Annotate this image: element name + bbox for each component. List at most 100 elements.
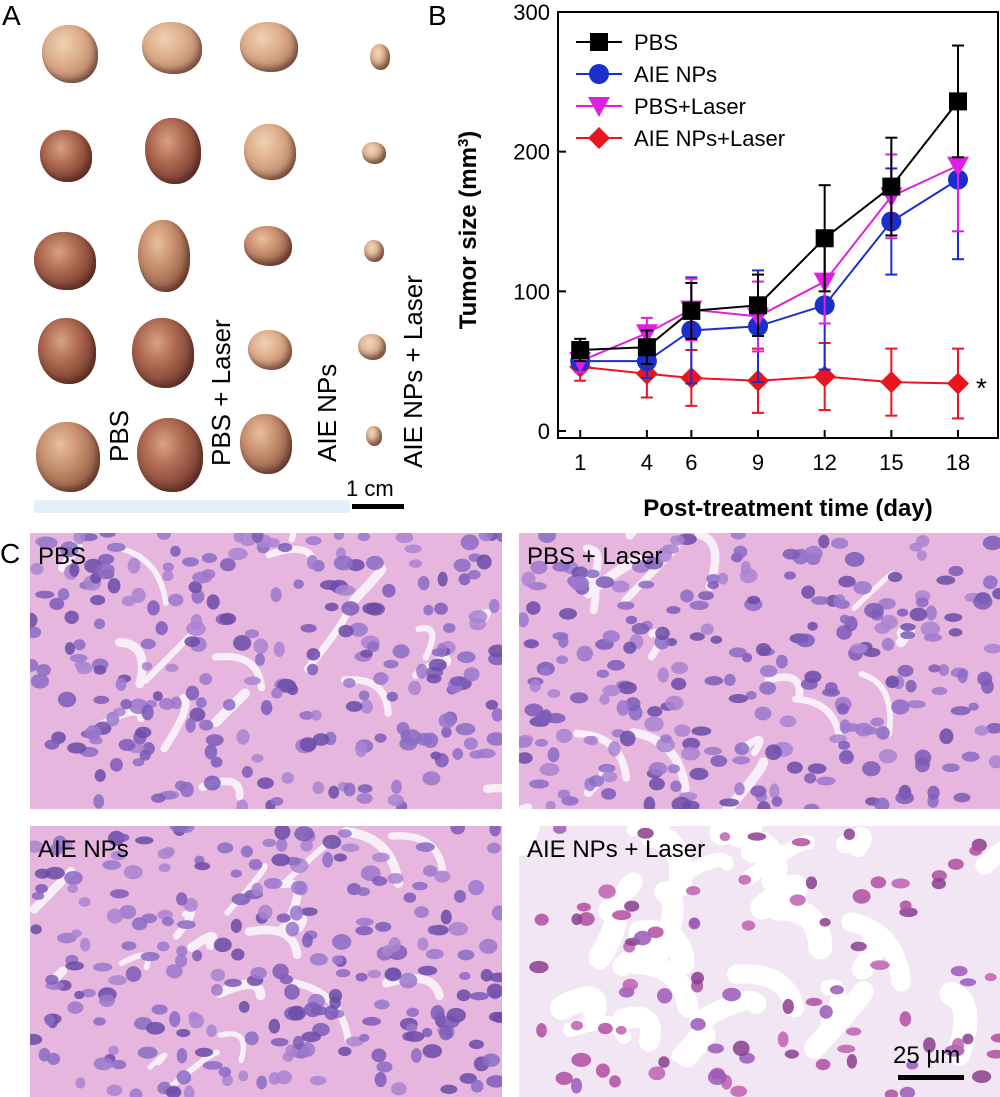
cell-nucleus [732, 756, 751, 765]
tumor-image [142, 22, 202, 74]
cell-nucleus [271, 853, 291, 867]
cell-nucleus [819, 917, 831, 927]
cell-nucleus [359, 1033, 370, 1042]
histology-label: AIE NPs + Laser [527, 836, 706, 863]
cell-nucleus [219, 558, 236, 572]
tumor-image [138, 220, 190, 292]
cell-nucleus [362, 1016, 381, 1026]
cell-nucleus [140, 951, 160, 962]
cell-nucleus [734, 782, 745, 796]
cell-nucleus [412, 881, 428, 891]
cell-nucleus [168, 593, 184, 607]
series-line-pbs-laser [579, 164, 959, 363]
cell-nucleus [595, 576, 615, 589]
cell-nucleus [251, 882, 264, 897]
cell-nucleus [338, 624, 354, 638]
cell-nucleus [469, 617, 487, 631]
cell-nucleus [852, 889, 871, 904]
cell-nucleus [121, 941, 137, 951]
cell-nucleus [815, 1058, 831, 1071]
cell-nucleus [322, 852, 334, 868]
cell-nucleus [988, 755, 1000, 769]
cell-nucleus [65, 961, 84, 971]
cell-nucleus [469, 991, 489, 1001]
x-tick-label: 18 [946, 450, 970, 475]
x-tick-label: 9 [752, 450, 764, 475]
histology-image-aie: AIE NPs [30, 826, 502, 1097]
tissue-gap [764, 673, 804, 703]
cell-nucleus [169, 1011, 181, 1028]
cell-nucleus [30, 1033, 43, 1046]
cell-nucleus [309, 1075, 327, 1086]
cell-nucleus [335, 968, 351, 978]
cell-nucleus [747, 832, 767, 841]
cell-nucleus [37, 536, 58, 549]
cell-nucleus [121, 595, 136, 607]
cell-nucleus [277, 542, 293, 553]
cell-nucleus [238, 1001, 250, 1013]
cell-nucleus [460, 534, 479, 551]
legend-label: AIE NPs [634, 62, 717, 87]
cell-nucleus [213, 937, 232, 953]
cell-nucleus [658, 1056, 670, 1068]
cell-nucleus [615, 1025, 627, 1035]
cell-nucleus [745, 690, 757, 700]
tissue-gap [851, 934, 887, 980]
cell-nucleus [942, 763, 960, 773]
cell-nucleus [534, 913, 549, 926]
cell-nucleus [453, 558, 471, 573]
cell-nucleus [71, 929, 82, 938]
cell-nucleus [839, 719, 851, 734]
cell-nucleus [408, 680, 422, 696]
cell-nucleus [648, 1066, 666, 1081]
cell-nucleus [838, 575, 856, 588]
cell-nucleus [289, 905, 304, 921]
cell-nucleus [909, 607, 928, 622]
cell-nucleus [204, 744, 218, 760]
tissue-gap [288, 533, 297, 543]
cell-nucleus [357, 533, 371, 542]
cell-nucleus [759, 665, 778, 678]
cell-nucleus [299, 737, 317, 752]
cell-nucleus [434, 870, 451, 883]
cell-nucleus [577, 912, 595, 926]
cell-nucleus [123, 865, 143, 880]
cell-nucleus [251, 533, 264, 543]
cell-nucleus [456, 989, 471, 1002]
cell-nucleus [771, 796, 783, 807]
cell-nucleus [602, 630, 620, 643]
tissue-gap [244, 925, 302, 960]
cell-nucleus [169, 826, 190, 833]
cell-nucleus [839, 614, 851, 624]
cell-nucleus [382, 583, 396, 598]
cell-nucleus [830, 985, 844, 995]
cell-nucleus [151, 793, 166, 803]
cell-nucleus [730, 533, 746, 540]
x-tick-label: 4 [641, 450, 653, 475]
panel-letter-c: C [0, 538, 21, 569]
cell-nucleus [73, 533, 86, 545]
cell-nucleus [175, 954, 188, 968]
cell-nucleus [951, 1037, 965, 1053]
cell-nucleus [428, 658, 447, 672]
cell-nucleus [457, 949, 475, 961]
cell-nucleus [982, 535, 1000, 551]
scale-bar [352, 504, 404, 509]
cell-nucleus [491, 905, 502, 921]
cell-nucleus [248, 858, 263, 871]
cell-nucleus [689, 917, 700, 929]
cell-nucleus [671, 661, 689, 674]
cell-nucleus [957, 668, 968, 684]
cell-nucleus [93, 1017, 106, 1026]
cell-nucleus [341, 843, 360, 852]
cell-nucleus [89, 736, 103, 745]
cell-nucleus [974, 725, 989, 736]
cell-nucleus [170, 545, 181, 557]
cell-nucleus [598, 763, 616, 773]
cell-nucleus [404, 544, 422, 554]
cell-nucleus [268, 1072, 281, 1085]
cell-nucleus [157, 848, 174, 860]
cell-nucleus [395, 533, 414, 544]
panel-a-tumor-photo: PBS PBS + Laser AIE NPs AIE NPs + Laser … [0, 0, 428, 525]
cell-nucleus [414, 906, 429, 918]
